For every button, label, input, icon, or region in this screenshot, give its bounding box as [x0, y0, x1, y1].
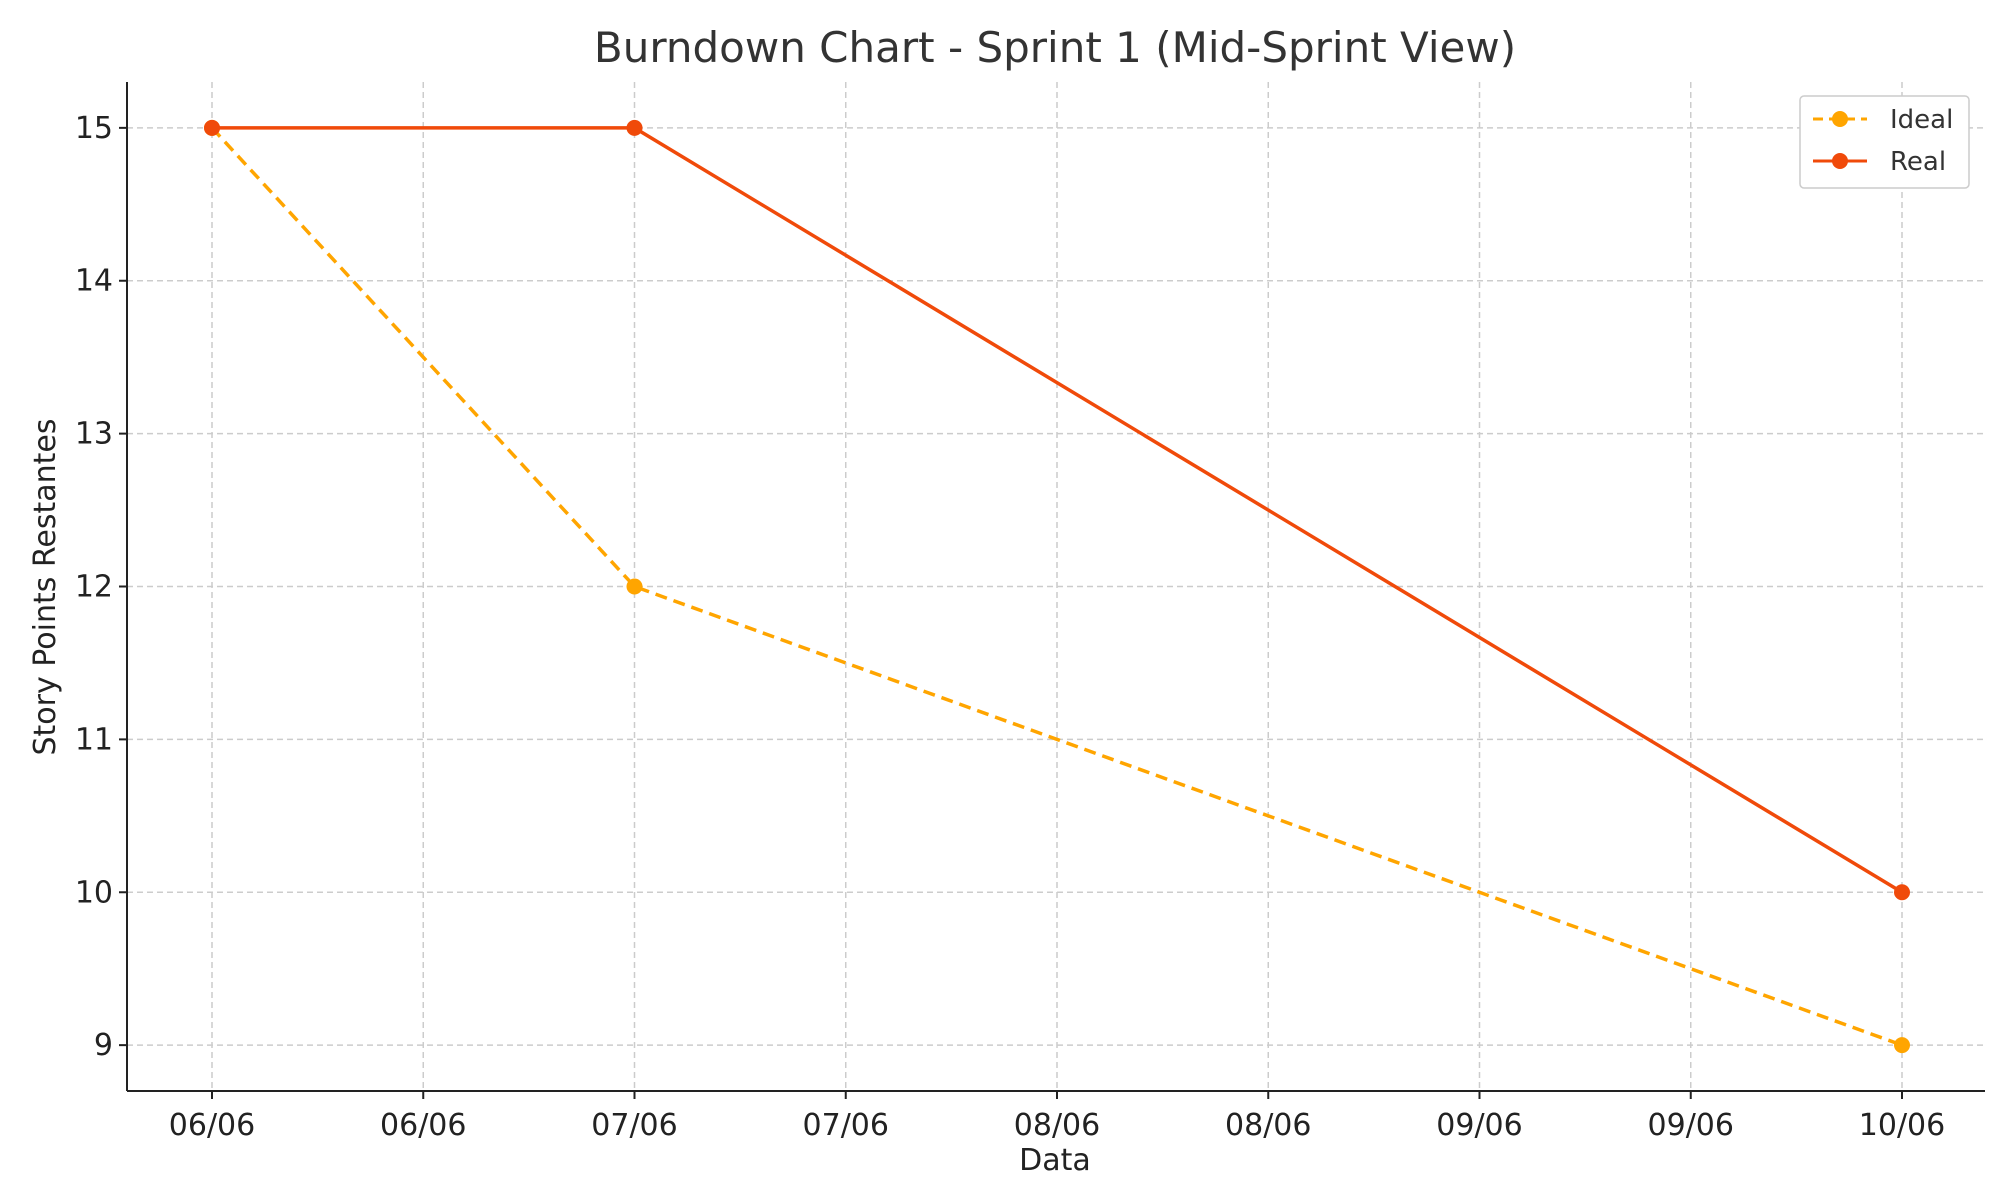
x-tick-label: 06/06: [169, 1108, 255, 1143]
y-tick-label: 10: [75, 875, 113, 910]
y-tick-label: 13: [75, 417, 113, 452]
x-tick-label: 09/06: [1436, 1108, 1522, 1143]
legend-real-marker: [1832, 153, 1848, 169]
legend-ideal-label: Ideal: [1890, 105, 1953, 135]
series-real-point: [626, 119, 643, 136]
y-tick-label: 11: [75, 722, 113, 757]
series-ideal-line: [210, 126, 1903, 1047]
legend: Ideal Real: [1799, 95, 1970, 189]
x-tick-label: 09/06: [1648, 1108, 1734, 1143]
y-tick-label: 15: [75, 111, 113, 146]
legend-ideal-marker: [1832, 111, 1848, 127]
x-tick-label: 06/06: [380, 1108, 466, 1143]
series-real-point: [204, 119, 220, 136]
x-tick-label: 07/06: [591, 1108, 677, 1143]
x-tick-label: 08/06: [1014, 1108, 1100, 1143]
y-axis-ticks: 9 10 11 12 13 14 15: [75, 111, 127, 1063]
x-tick-label: 08/06: [1225, 1108, 1311, 1143]
series-ideal-point: [1894, 1037, 1910, 1054]
legend-real-label: Real: [1890, 147, 1946, 177]
y-tick-label: 14: [75, 264, 113, 299]
x-tick-label: 07/06: [803, 1108, 889, 1143]
y-axis-label: Story Points Restantes: [28, 418, 63, 755]
y-tick-label: 9: [94, 1028, 113, 1063]
grid-lines: [127, 82, 1985, 1091]
x-axis-ticks: 06/06 06/06 07/06 07/06 08/06 08/06 09/06 09/06…: [169, 1091, 1945, 1143]
x-tick-label: 10/06: [1859, 1108, 1945, 1143]
series-ideal-point: [626, 578, 643, 595]
x-axis-label: Data: [1019, 1143, 1091, 1178]
chart-title: Burndown Chart - Sprint 1 (Mid-Sprint Vi…: [594, 23, 1516, 72]
y-tick-label: 12: [75, 570, 113, 605]
series-real-point: [1894, 884, 1910, 901]
series-layer: [204, 119, 1910, 1054]
